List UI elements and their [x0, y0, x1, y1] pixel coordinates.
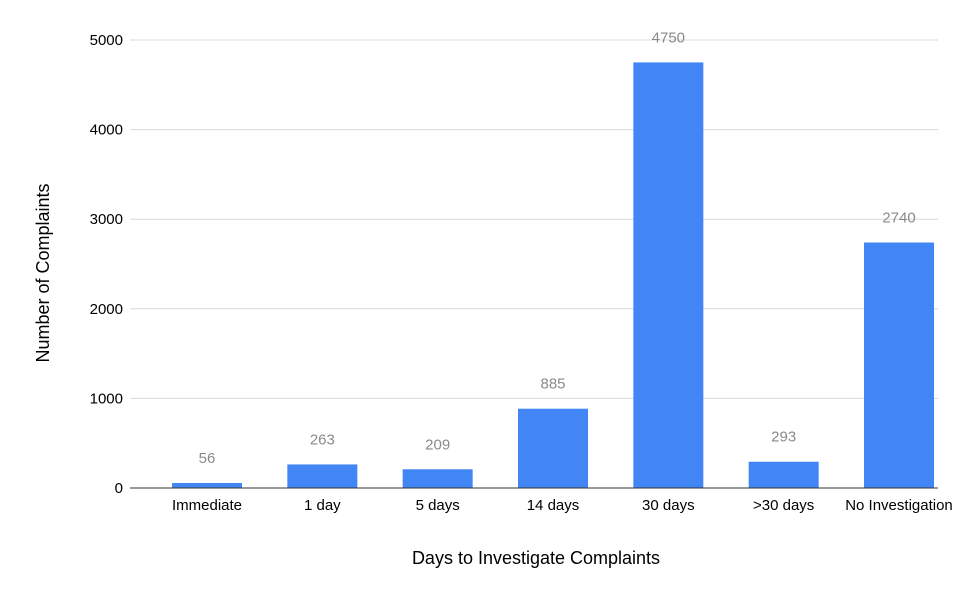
x-tick-label: 30 days: [642, 497, 695, 514]
y-tick-label: 0: [115, 480, 123, 497]
y-tick-label: 4000: [90, 122, 123, 139]
y-tick-label: 1000: [90, 390, 123, 407]
bar-1-day: [287, 464, 358, 488]
x-axis-title: Days to Investigate Complaints: [412, 548, 660, 568]
y-axis-title: Number of Complaints: [33, 183, 53, 362]
data-label: 4750: [652, 29, 685, 46]
y-tick-label: 3000: [90, 211, 123, 228]
data-label: 885: [540, 376, 565, 393]
x-tick-label: 14 days: [527, 497, 580, 514]
bar-30-days: [748, 461, 819, 488]
x-tick-label: >30 days: [753, 497, 814, 514]
data-label: 293: [771, 429, 796, 446]
bar-14-days: [518, 408, 588, 488]
data-label: 209: [425, 436, 450, 453]
labels: 0 1000 2000 3000 4000 5000 56 Immediate 263 1 day…: [90, 29, 953, 514]
bars: [172, 62, 934, 489]
x-tick-label: 5 days: [416, 497, 460, 514]
bar-5-days: [402, 469, 473, 488]
y-tick-label: 5000: [90, 32, 123, 49]
x-tick-label: 1 day: [304, 497, 341, 514]
data-label: 2740: [882, 209, 915, 226]
bar-30-days: [633, 62, 704, 489]
x-tick-label: No Investigation: [845, 497, 953, 514]
y-tick-label: 2000: [90, 301, 123, 318]
bar-no-investigation: [864, 242, 934, 488]
data-label: 263: [310, 431, 335, 448]
data-label: 56: [199, 450, 216, 467]
gridlines: [130, 39, 938, 399]
bar-immediate: [172, 482, 242, 488]
x-tick-label: Immediate: [172, 497, 242, 514]
